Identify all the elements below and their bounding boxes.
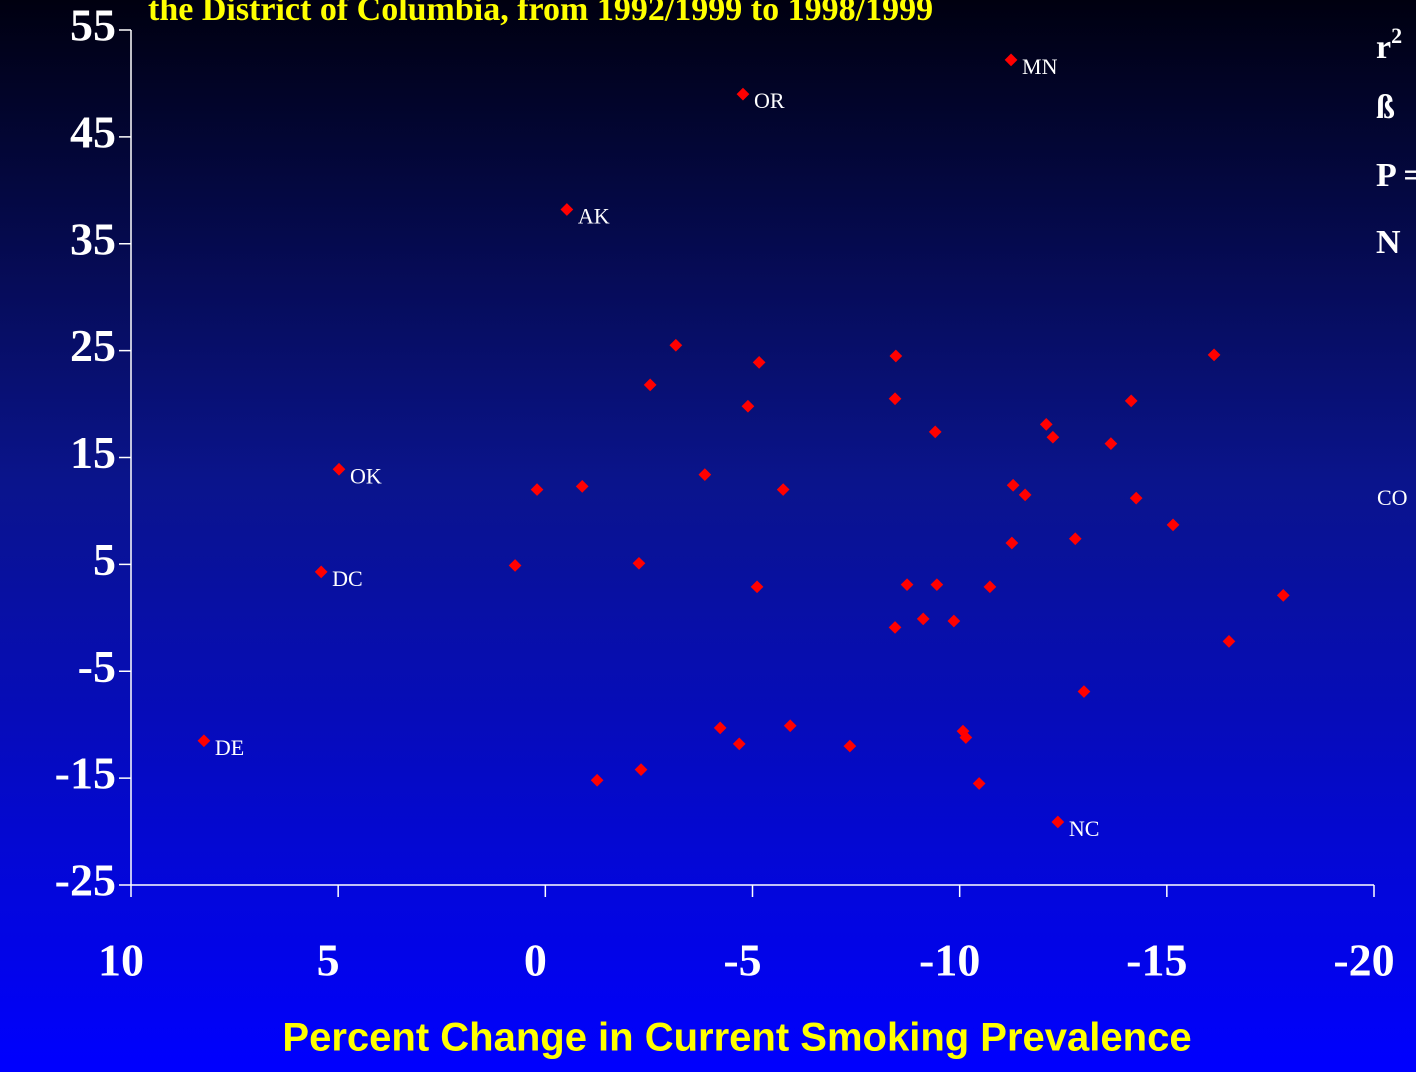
- chart-title: the District of Columbia, from 1992/1999…: [148, 0, 933, 28]
- stat-sup: 2: [1391, 23, 1402, 48]
- stat-label: P =: [1376, 157, 1416, 194]
- point-label: DC: [332, 566, 363, 591]
- stat-label: N: [1376, 224, 1401, 261]
- x-axis-label: Percent Change in Current Smoking Preval…: [282, 1016, 1191, 1060]
- y-tick-label: 25: [70, 320, 116, 371]
- x-tick-label: 10: [98, 935, 144, 986]
- y-tick-label: 35: [70, 213, 116, 264]
- y-tick-label: -5: [78, 641, 116, 692]
- stat-text: P =: [1376, 157, 1416, 194]
- point: [508, 559, 522, 572]
- point-label: DE: [215, 735, 244, 760]
- annotation: CO: [1377, 485, 1408, 510]
- point-label: OK: [350, 463, 382, 488]
- x-tick-label: -5: [723, 935, 761, 986]
- x-tick-label: 0: [524, 935, 547, 986]
- point-label: MN: [1022, 54, 1058, 79]
- y-tick-label: 45: [70, 106, 116, 157]
- y-tick-label: -15: [55, 748, 116, 799]
- x-tick-label: -10: [919, 935, 980, 986]
- stat-text: ß: [1376, 89, 1395, 126]
- stat-text: N: [1376, 224, 1401, 261]
- x-tick-label: -20: [1333, 935, 1394, 986]
- stat-label: r2: [1376, 23, 1402, 66]
- y-tick-label: 5: [93, 534, 116, 585]
- x-tick-label: 5: [317, 935, 340, 986]
- point-label: OR: [754, 88, 785, 113]
- y-tick-label: 55: [70, 0, 116, 51]
- point-label: NC: [1069, 816, 1100, 841]
- x-tick-label: -15: [1126, 935, 1187, 986]
- point: [332, 462, 346, 476]
- y-tick-label: 15: [70, 427, 116, 478]
- stat-text: r: [1376, 29, 1391, 66]
- point-label: AK: [578, 204, 610, 229]
- stat-label: ß: [1376, 89, 1395, 126]
- y-tick-label: -25: [55, 855, 116, 906]
